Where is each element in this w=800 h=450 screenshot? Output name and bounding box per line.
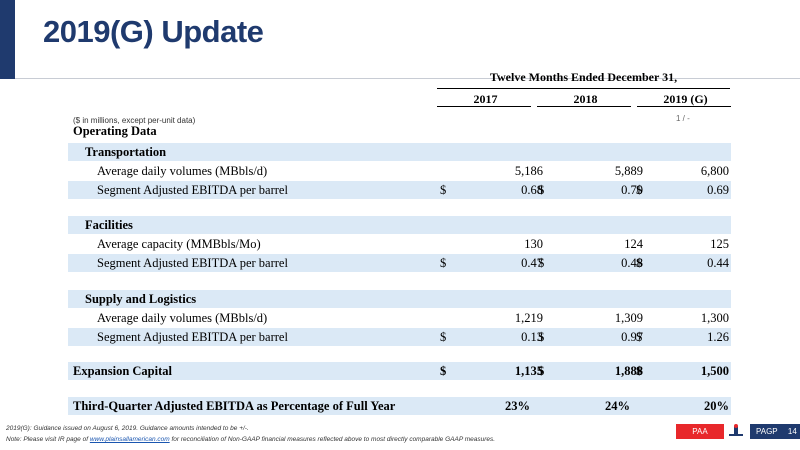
value-2018: 0.97 xyxy=(621,330,643,344)
logo-icon xyxy=(726,424,746,439)
note-suffix: for reconciliation of Non-GAAP financial… xyxy=(169,436,496,443)
column-rule-2017 xyxy=(437,106,531,107)
pagp-label: PAGP xyxy=(756,427,778,436)
table-row-third-quarter: Third-Quarter Adjusted EBITDA as Percent… xyxy=(68,397,731,415)
reconciliation-note: Note: Please visit IR page of www.plains… xyxy=(6,436,495,443)
ir-link[interactable]: www.plainsallamerican.com xyxy=(89,436,170,443)
value-2019g: 0.69 xyxy=(707,183,729,197)
period-header-text: Twelve Months Ended December 31, xyxy=(489,70,678,84)
section-heading-supply-logistics: Supply and Logistics xyxy=(85,292,197,306)
value-2019g: 1,500 xyxy=(700,364,729,378)
currency-2019g: $ xyxy=(636,330,643,344)
table-row: Segment Adjusted EBITDA per barrel $ 0.1… xyxy=(68,328,731,346)
value-2017: 1,135 xyxy=(514,364,543,378)
currency-2018: $ xyxy=(538,183,545,197)
footer-branding: PAA PAGP 14 xyxy=(676,424,800,439)
value-2019g: 1.26 xyxy=(707,330,729,344)
value-2018: 0.48 xyxy=(621,256,643,270)
left-accent-bar xyxy=(0,0,15,79)
value-2017: 5,186 xyxy=(514,164,543,178)
guidance-note: 2019(G): Guidance issued on August 6, 20… xyxy=(6,425,249,432)
currency-2017: $ xyxy=(440,183,447,197)
table-row: Segment Adjusted EBITDA per barrel $ 0.4… xyxy=(68,254,731,272)
pagp-badge: PAGP 14 xyxy=(750,424,800,439)
section-heading-facilities: Facilities xyxy=(85,218,133,232)
value-2018: 24% xyxy=(605,399,630,413)
table-row-transportation-heading: Transportation xyxy=(68,143,731,161)
slide-title: 2019(G) Update xyxy=(43,14,264,49)
currency-2019g: $ xyxy=(636,364,643,378)
row-label: Third-Quarter Adjusted EBITDA as Percent… xyxy=(73,399,396,413)
currency-2019g: $ xyxy=(636,183,643,197)
value-2018: 124 xyxy=(624,237,643,251)
value-2017: 1,219 xyxy=(514,311,543,325)
column-rule-2019g xyxy=(637,106,731,107)
table-row-supply-heading: Supply and Logistics xyxy=(68,290,731,308)
value-2018: 1,309 xyxy=(614,311,643,325)
note-prefix: Note: Please visit IR page of xyxy=(6,436,90,443)
value-2019g: 125 xyxy=(710,237,729,251)
row-label: Segment Adjusted EBITDA per barrel xyxy=(97,256,288,270)
period-header: Twelve Months Ended December 31, xyxy=(437,70,730,89)
value-2019g: 1,300 xyxy=(700,311,729,325)
currency-2018: $ xyxy=(538,364,545,378)
table-row: Average daily volumes (MBbls/d) 5,186 5,… xyxy=(68,162,731,180)
currency-2017: $ xyxy=(440,330,447,344)
value-2018: 0.70 xyxy=(621,183,643,197)
header-divider xyxy=(15,78,800,79)
currency-2017: $ xyxy=(440,364,447,378)
value-2018: 1,888 xyxy=(614,364,643,378)
row-label: Average capacity (MMBbls/Mo) xyxy=(97,237,261,251)
value-2018: 5,889 xyxy=(614,164,643,178)
currency-2018: $ xyxy=(538,256,545,270)
period-header-rule xyxy=(437,88,730,89)
value-2017: 0.47 xyxy=(521,256,543,270)
section-heading-transportation: Transportation xyxy=(85,145,167,159)
row-label: Average daily volumes (MBbls/d) xyxy=(97,164,268,178)
row-label: Expansion Capital xyxy=(73,364,172,378)
row-label: Segment Adjusted EBITDA per barrel xyxy=(97,183,288,197)
table-row: Segment Adjusted EBITDA per barrel $ 0.6… xyxy=(68,181,731,199)
section-heading-operating-data: Operating Data xyxy=(73,124,157,138)
currency-2017: $ xyxy=(440,256,447,270)
table-row: Average daily volumes (MBbls/d) 1,219 1,… xyxy=(68,309,731,327)
table-row: Average capacity (MMBbls/Mo) 130 124 125 xyxy=(68,235,731,253)
row-label: Segment Adjusted EBITDA per barrel xyxy=(97,330,288,344)
row-label: Average daily volumes (MBbls/d) xyxy=(97,311,268,325)
value-2017: 23% xyxy=(505,399,530,413)
table-row-expansion-capital: Expansion Capital $ 1,135 $ 1,888 $ 1,50… xyxy=(68,362,731,380)
value-2017: 0.13 xyxy=(521,330,543,344)
units-note: ($ in millions, except per-unit data) xyxy=(73,116,196,125)
table-row-operating-data: Operating Data xyxy=(68,124,731,142)
column-header-2019g: 2019 (G) xyxy=(663,92,708,106)
value-2019g: 20% xyxy=(704,399,729,413)
value-2017: 0.68 xyxy=(521,183,543,197)
column-header-2017: 2017 xyxy=(473,92,498,106)
stray-mark: 1 / - xyxy=(676,114,690,123)
currency-2018: $ xyxy=(538,330,545,344)
value-2019g: 0.44 xyxy=(707,256,729,270)
page-number: 14 xyxy=(787,427,797,436)
paa-badge: PAA xyxy=(676,424,724,439)
column-header-2018: 2018 xyxy=(573,92,598,106)
table-row-facilities-heading: Facilities xyxy=(68,216,731,234)
value-2017: 130 xyxy=(524,237,543,251)
column-rule-2018 xyxy=(537,106,631,107)
currency-2019g: $ xyxy=(636,256,643,270)
value-2019g: 6,800 xyxy=(700,164,729,178)
